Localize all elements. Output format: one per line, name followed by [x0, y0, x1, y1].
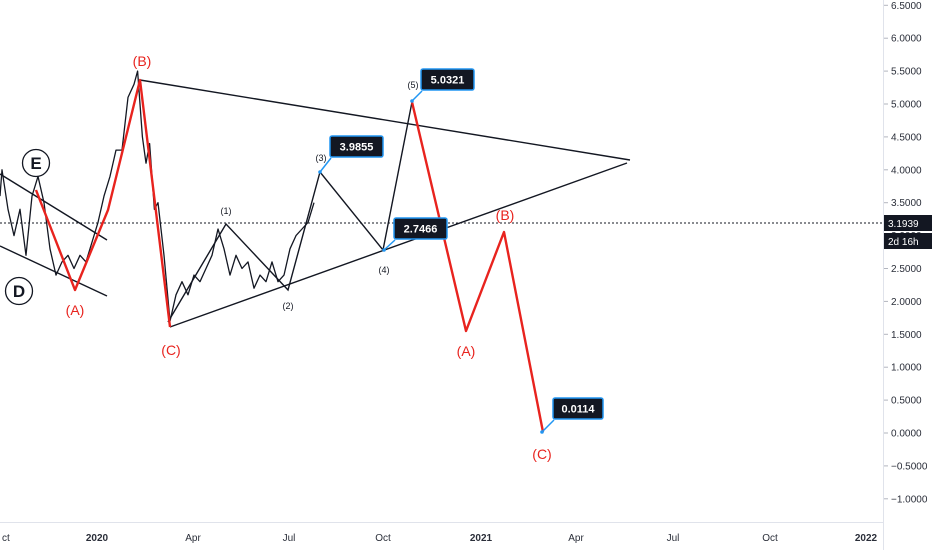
callout-label: 2.7466	[404, 224, 438, 236]
callout-2-7466[interactable]: 2.7466	[393, 217, 448, 240]
time-axis[interactable]: ct 2020 Apr Jul Oct 2021 Apr Jul Oct 2022	[2, 533, 878, 544]
callout-connector-c	[541, 419, 555, 433]
price-axis[interactable]: 6.5000 6.0000 5.5000 5.0000 4.5000 4.0000 3.50…	[884, 1, 928, 506]
bar-countdown-badge: 2d 16h	[884, 233, 932, 249]
callout-label: 5.0321	[431, 75, 465, 87]
price-axis-label: 2.0000	[891, 297, 922, 308]
wave-label-a-1[interactable]: (A)	[66, 302, 85, 318]
time-axis-label: Jul	[283, 533, 296, 544]
wave-circle-label: E	[30, 154, 41, 173]
channel-lower-line[interactable]	[0, 245, 108, 297]
price-axis-label: 4.0000	[891, 165, 922, 176]
time-axis-label: 2022	[855, 533, 878, 544]
callout-connector-3	[319, 157, 332, 173]
wave-label-4[interactable]: (4)	[379, 265, 390, 275]
callout-label: 3.9855	[340, 142, 374, 154]
red-wave-path-1[interactable]	[34, 78, 172, 328]
price-axis-label: 5.0000	[891, 100, 922, 111]
price-axis-label: 2.5000	[891, 264, 922, 275]
time-axis-label: Oct	[375, 533, 391, 544]
red-wave-path-2[interactable]	[410, 101, 545, 433]
callout-connector-4	[383, 239, 396, 251]
price-axis-label: 1.0000	[891, 363, 922, 374]
callout-0-0114[interactable]: 0.0114	[552, 397, 604, 420]
triangle-lower-trendline[interactable]	[169, 162, 628, 328]
callout-connector-5	[411, 90, 423, 102]
price-axis-label: 5.5000	[891, 67, 922, 78]
current-price-badge[interactable]: 3.1939	[884, 215, 932, 231]
wave-circle-e[interactable]: E	[21, 148, 51, 178]
channel-upper-line[interactable]	[0, 173, 108, 241]
time-axis-label: Jul	[667, 533, 680, 544]
callout-3-9855[interactable]: 3.9855	[329, 135, 384, 158]
price-axis-label: −1.0000	[891, 494, 928, 505]
callout-label: 0.0114	[561, 404, 595, 416]
wave-label-b-1[interactable]: (B)	[133, 53, 152, 69]
price-axis-label: 6.0000	[891, 34, 922, 45]
wave-label-c-2[interactable]: (C)	[532, 446, 551, 462]
price-axis-label: 0.5000	[891, 396, 922, 407]
current-price-value: 3.1939	[888, 219, 919, 230]
bar-countdown-value: 2d 16h	[888, 237, 919, 248]
wave-label-2[interactable]: (2)	[283, 301, 294, 311]
wave-label-c-1[interactable]: (C)	[161, 342, 180, 358]
triangle-upper-trendline[interactable]	[139, 79, 631, 161]
time-axis-label: ct	[2, 533, 10, 544]
wave-circle-label: D	[13, 282, 25, 301]
wave-label-1[interactable]: (1)	[221, 206, 232, 216]
wave-label-3[interactable]: (3)	[316, 153, 327, 163]
time-axis-label: Oct	[762, 533, 778, 544]
wave-label-b-2[interactable]: (B)	[496, 207, 515, 223]
wave-label-a-2[interactable]: (A)	[457, 343, 476, 359]
price-axis-label: 6.5000	[891, 1, 922, 12]
time-axis-label: 2021	[470, 533, 493, 544]
price-axis-label: 3.5000	[891, 198, 922, 209]
wave-label-5[interactable]: (5)	[408, 80, 419, 90]
time-axis-label: Apr	[185, 533, 201, 544]
callout-5-0321[interactable]: 5.0321	[420, 68, 475, 91]
price-axis-label: 4.5000	[891, 132, 922, 143]
minor-wave-path[interactable]	[167, 101, 413, 323]
price-axis-label: −0.5000	[891, 461, 928, 472]
time-axis-label: Apr	[568, 533, 584, 544]
price-axis-label: 0.0000	[891, 429, 922, 440]
wave-circle-d[interactable]: D	[4, 276, 34, 306]
price-axis-label: 1.5000	[891, 330, 922, 341]
time-axis-label: 2020	[86, 533, 109, 544]
